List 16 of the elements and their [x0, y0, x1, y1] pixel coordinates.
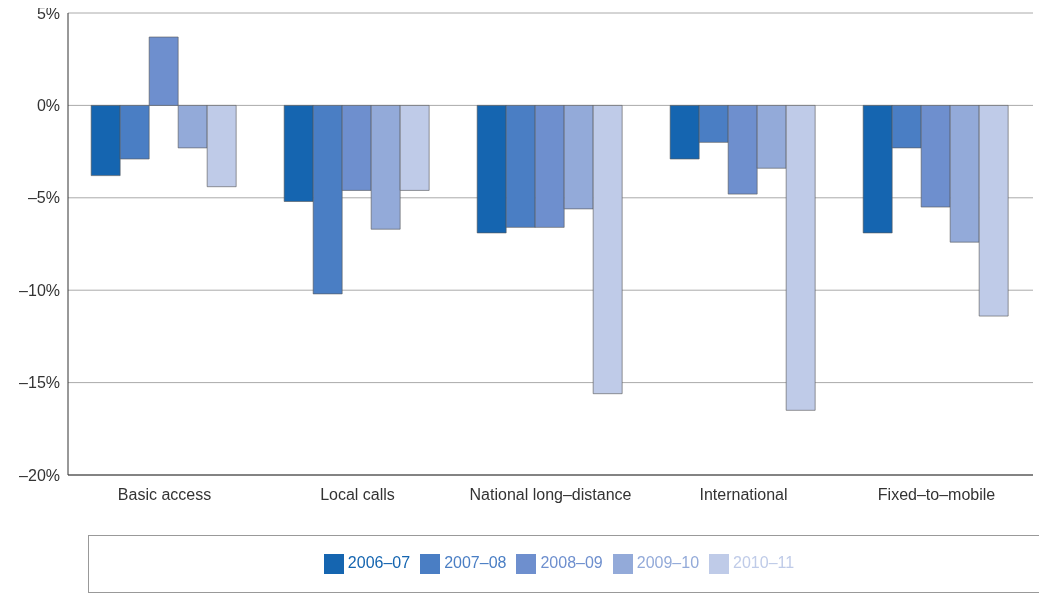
legend-label: 2009–10: [636, 554, 700, 572]
y-tick-label: –5%: [27, 189, 60, 207]
x-tick-label: Local calls: [320, 486, 395, 504]
y-tick-label: –10%: [19, 281, 60, 299]
x-tick-label: National long–distance: [469, 486, 632, 504]
x-tick-label: Basic access: [117, 486, 212, 504]
y-tick-label: 0%: [36, 97, 60, 115]
legend-label: 2008–09: [540, 554, 603, 572]
y-tick-label: 5%: [36, 4, 60, 22]
legend-label: 2010–11: [733, 554, 795, 572]
y-tick-label: –15%: [19, 374, 60, 392]
y-tick-label: –20%: [19, 466, 60, 484]
legend-label: 2007–08: [444, 554, 507, 572]
legend-label: 2006–07: [347, 554, 411, 572]
x-tick-label: International: [699, 486, 788, 504]
x-tick-label: Fixed–to–mobile: [877, 486, 996, 504]
